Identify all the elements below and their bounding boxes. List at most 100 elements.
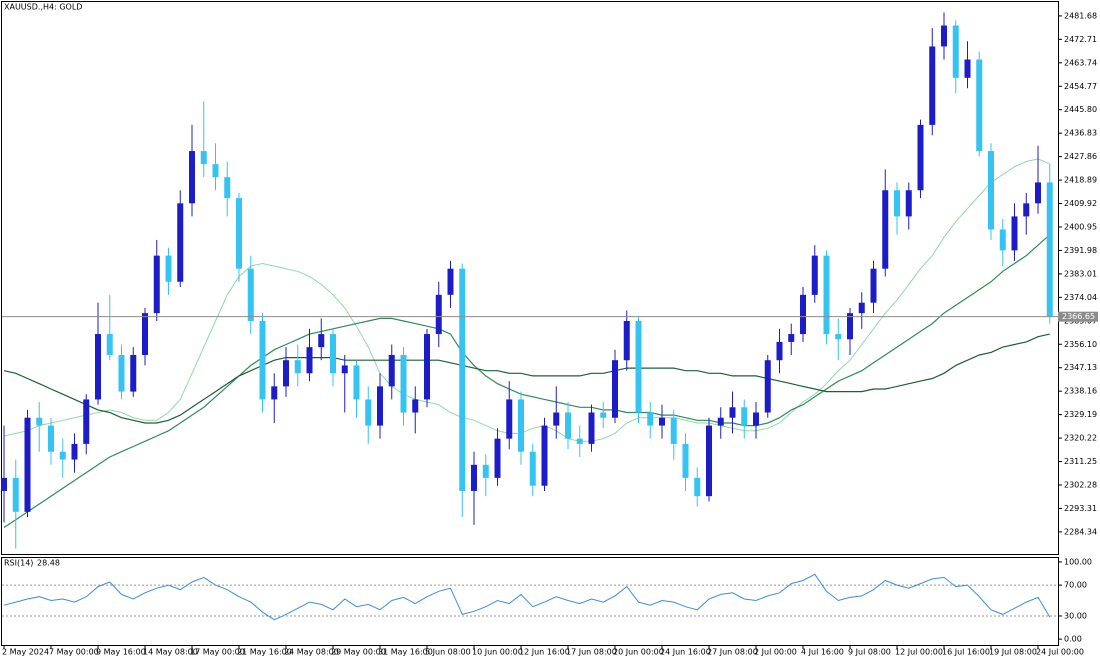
- x-tick-label: 10 Jun 00:00: [472, 648, 523, 657]
- candle-body: [71, 443, 78, 460]
- candle-body: [706, 425, 712, 497]
- candle-body: [12, 477, 19, 512]
- candle-body: [964, 59, 971, 78]
- y-tick-label: 2338.16: [1064, 387, 1097, 396]
- rsi-title: RSI(14): [4, 559, 33, 568]
- candle-body: [870, 268, 877, 303]
- candle-body: [247, 268, 254, 321]
- rsi-y-tick-label: 70.00: [1064, 581, 1087, 590]
- candle-body: [729, 407, 736, 418]
- x-tick-label: 20 Jun 00:00: [613, 648, 664, 657]
- candle-body: [189, 151, 195, 204]
- moving-average: [3, 158, 1051, 442]
- candle-body: [776, 341, 783, 361]
- x-tick-label: 2 Jul 00:00: [754, 648, 797, 657]
- y-tick-label: 2454.77: [1064, 82, 1097, 91]
- y-tick-label: 2436.83: [1064, 129, 1097, 138]
- x-tick-label: 9 May 16:00: [96, 648, 146, 657]
- y-tick-label: 2481.68: [1064, 11, 1097, 20]
- candle-body: [435, 294, 442, 335]
- x-tick-label: 27 Jun 08:00: [707, 648, 758, 657]
- candle-body: [118, 354, 125, 392]
- candle-body: [800, 294, 806, 335]
- candle-body: [670, 417, 677, 444]
- moving-average: [3, 234, 1051, 529]
- candle-body: [1023, 203, 1030, 217]
- candle-body: [459, 268, 466, 491]
- candle-body: [1046, 182, 1053, 317]
- y-tick-label: 2409.92: [1064, 199, 1097, 208]
- x-tick-label: 24 Jul 00:00: [1036, 648, 1084, 657]
- y-tick-label: 2293.31: [1064, 504, 1097, 513]
- candle-body: [976, 59, 983, 152]
- candle-body: [541, 425, 548, 486]
- rsi-y-tick-label: 30.00: [1064, 611, 1087, 620]
- candle-body: [330, 334, 336, 374]
- candle-body: [236, 198, 242, 269]
- y-tick-label: 2445.80: [1064, 105, 1097, 114]
- candle-body: [294, 360, 301, 374]
- candle-body: [1035, 182, 1041, 204]
- candle-body: [600, 412, 607, 418]
- y-tick-label: 2383.01: [1064, 269, 1097, 278]
- x-tick-label: 19 Jul 08:00: [989, 648, 1037, 657]
- candle-body: [341, 365, 348, 374]
- rsi-last-value: 28.48: [37, 559, 60, 568]
- candle-body: [788, 334, 795, 342]
- x-tick-label: 7 May 00:00: [49, 648, 99, 657]
- candle-body: [659, 417, 665, 426]
- x-tick-label: 5 Jun 08:00: [425, 648, 471, 657]
- x-tick-label: 12 Jul 00:00: [895, 648, 943, 657]
- candle-body: [212, 164, 219, 178]
- y-tick-label: 2284.34: [1064, 527, 1097, 536]
- candle-body: [447, 268, 454, 295]
- rsi-y-tick-label: 100.00: [1064, 557, 1092, 566]
- candle-body: [694, 477, 701, 497]
- candle-body: [83, 399, 90, 444]
- y-tick-label: 2400.95: [1064, 222, 1097, 231]
- candle-body: [200, 151, 207, 165]
- y-tick-label: 2320.22: [1064, 434, 1097, 443]
- x-tick-label: 16 Jul 16:00: [942, 648, 990, 657]
- candle-body: [1, 477, 7, 491]
- candle-body: [400, 354, 407, 413]
- candle-body: [811, 255, 818, 295]
- candle-body: [482, 464, 489, 478]
- candle-body: [271, 386, 278, 400]
- candle-body: [553, 412, 560, 426]
- x-tick-label: 21 May 16:00: [237, 648, 292, 657]
- candle-body: [177, 203, 184, 282]
- y-tick-label: 2463.74: [1064, 58, 1097, 67]
- candle-body: [988, 151, 994, 230]
- candle-body: [106, 334, 113, 355]
- candle-body: [506, 399, 513, 439]
- candle-body: [24, 417, 31, 512]
- main-frame: [1, 1, 1059, 555]
- candle-body: [999, 229, 1006, 251]
- candle-body: [917, 124, 924, 191]
- candle-body: [565, 412, 571, 439]
- candle-body: [283, 360, 289, 387]
- candle-body: [835, 334, 842, 340]
- candle-body: [847, 313, 853, 340]
- x-tick-label: 24 May 08:00: [284, 648, 339, 657]
- candle-body: [306, 347, 313, 374]
- candle-body: [1011, 216, 1018, 251]
- candle-body: [529, 451, 536, 486]
- y-tick-label: 2302.28: [1064, 480, 1097, 489]
- x-tick-label: 17 Jun 08:00: [566, 648, 617, 657]
- candle-body: [929, 46, 936, 125]
- rsi-frame: [1, 557, 1059, 646]
- candle-body: [36, 417, 43, 426]
- y-tick-label: 2311.25: [1064, 457, 1097, 466]
- x-tick-label: 14 May 08:00: [143, 648, 198, 657]
- candle-body: [717, 417, 724, 426]
- candle-body: [905, 190, 912, 217]
- x-tick-label: 17 May 00:00: [190, 648, 245, 657]
- candle-body: [741, 407, 748, 426]
- candle-body: [377, 386, 383, 426]
- candle-body: [753, 412, 759, 426]
- rsi-y-tick-label: 0.00: [1064, 635, 1082, 644]
- candle-body: [894, 190, 900, 217]
